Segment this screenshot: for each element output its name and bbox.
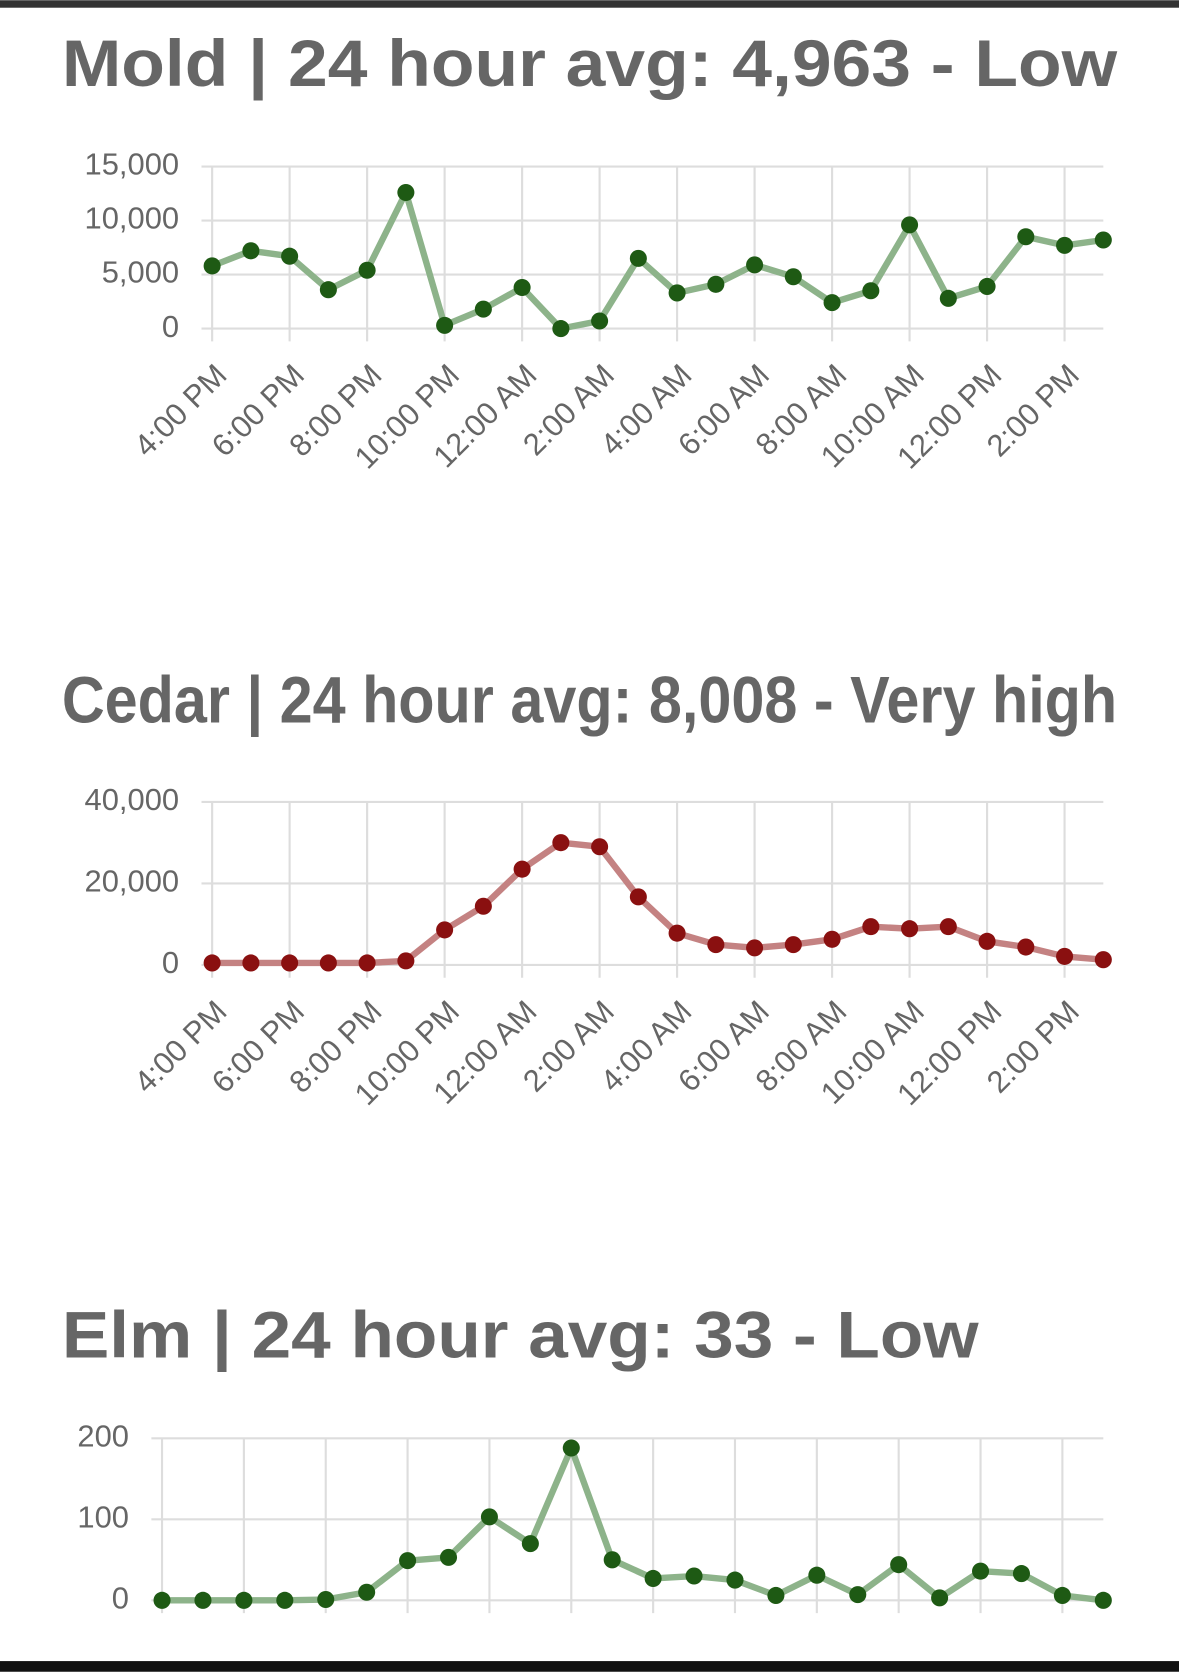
data-point (978, 277, 996, 295)
data-point (939, 289, 957, 307)
data-point (862, 918, 880, 936)
data-point (276, 1591, 294, 1609)
data-point (1094, 231, 1112, 249)
data-point (203, 954, 221, 972)
data-point (890, 1556, 908, 1574)
data-point (784, 268, 802, 286)
data-point (1012, 1565, 1030, 1583)
data-point (978, 932, 996, 950)
data-point (707, 936, 725, 954)
data-line (212, 839, 1104, 967)
data-point (808, 1566, 826, 1584)
data-point (668, 284, 686, 302)
chart-title: Cedar | 24 hour avg: 8,008 - Very high (62, 663, 1117, 738)
data-point (513, 860, 531, 878)
data-point (513, 279, 531, 297)
y-tick-label: 200 (77, 1418, 129, 1453)
y-tick-label: 0 (162, 309, 179, 344)
data-line (162, 1444, 1104, 1604)
y-tick-label: 15,000 (85, 147, 180, 182)
data-line (210, 189, 1104, 332)
data-point (1017, 228, 1035, 246)
data-point (901, 920, 919, 938)
data-point (480, 1508, 498, 1526)
data-point (1094, 951, 1112, 969)
data-point (194, 1591, 212, 1609)
data-point (562, 1439, 580, 1457)
data-point (474, 897, 492, 915)
data-point (439, 1548, 458, 1566)
data-point (726, 1571, 744, 1589)
data-point (203, 257, 221, 275)
data-point (399, 1552, 417, 1570)
data-point (668, 924, 686, 942)
top-bar (0, 0, 1179, 8)
data-point (603, 1551, 621, 1569)
data-point (591, 312, 609, 330)
data-point (153, 1591, 171, 1609)
data-point (629, 249, 647, 267)
data-point (521, 1535, 539, 1553)
y-tick-label: 100 (77, 1499, 129, 1534)
data-point (862, 282, 880, 300)
data-point (1056, 947, 1074, 965)
data-point (397, 952, 415, 970)
y-tick-label: 5,000 (102, 255, 179, 290)
data-point (235, 1591, 253, 1609)
data-point (1017, 938, 1035, 956)
data-point (281, 247, 299, 265)
data-point (358, 261, 376, 279)
y-tick-label: 20,000 (85, 864, 180, 899)
y-tick-label: 0 (112, 1580, 129, 1615)
y-tick-label: 40,000 (85, 782, 180, 817)
data-point (1094, 1591, 1112, 1609)
data-point (767, 1586, 785, 1604)
data-point (242, 954, 260, 972)
bottom-bar (0, 1661, 1179, 1672)
chart-title: Mold | 24 hour avg: 4,963 - Low (62, 27, 1118, 102)
data-point (281, 954, 299, 972)
data-point (823, 294, 841, 312)
data-point (823, 930, 841, 948)
data-point (436, 316, 454, 334)
data-point (901, 216, 919, 234)
data-point (849, 1586, 867, 1604)
data-point (707, 275, 725, 293)
data-point (746, 256, 764, 274)
data-point (746, 939, 764, 957)
data-point (242, 242, 260, 260)
data-point (358, 954, 376, 972)
data-point (319, 954, 337, 972)
data-point (972, 1562, 990, 1580)
data-point (436, 921, 454, 939)
data-point (939, 918, 957, 936)
data-point (552, 320, 570, 338)
data-point (591, 838, 609, 856)
data-point (685, 1567, 703, 1585)
data-point (317, 1590, 335, 1609)
data-point (319, 281, 337, 299)
data-point (397, 183, 415, 202)
data-point (784, 936, 802, 954)
chart-title: Elm | 24 hour avg: 33 - Low (62, 1299, 979, 1374)
data-point (474, 300, 492, 318)
y-tick-label: 10,000 (85, 201, 180, 236)
data-point (629, 888, 647, 906)
data-point (1056, 236, 1074, 254)
data-point (358, 1583, 376, 1601)
data-point (931, 1589, 949, 1607)
data-point (1053, 1586, 1071, 1604)
y-tick-label: 0 (162, 945, 179, 980)
data-point (552, 834, 570, 852)
data-point (644, 1569, 662, 1587)
